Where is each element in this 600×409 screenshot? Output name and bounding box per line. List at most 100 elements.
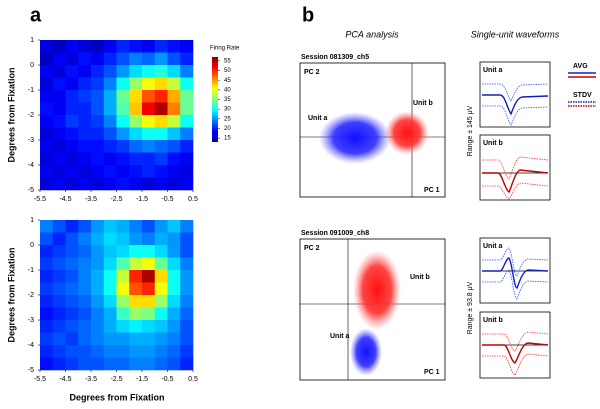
heatmap-cell (65, 220, 79, 233)
heatmap-cell (167, 140, 181, 153)
heatmap-cell (129, 257, 143, 271)
heatmap-cell (52, 77, 66, 91)
heatmap-cell (129, 232, 143, 246)
heatmap-cell (40, 307, 54, 321)
heatmap-cell (40, 270, 54, 283)
heatmap-cell (167, 65, 181, 78)
heatmap-cell (129, 40, 143, 53)
heatmap-cell (78, 357, 92, 371)
heatmap-cell (103, 177, 117, 191)
heatmap-cell (65, 52, 79, 66)
heatmap-cell (40, 152, 54, 166)
heatmap-cell (40, 245, 54, 258)
heatmap-cell (154, 115, 168, 128)
range-label: Range ± 145 μV (467, 105, 474, 156)
heatmap-cell (65, 232, 79, 246)
heatmap-cell (52, 140, 66, 153)
heatmap-cell (180, 90, 194, 103)
waveforms (479, 61, 596, 379)
x-tick-label: -2.5 (110, 196, 122, 203)
heatmap-cell (154, 127, 168, 141)
colorbar-tick-label: 35 (224, 97, 231, 103)
y-tick-label: -4 (28, 162, 34, 169)
heatmap-cell (52, 357, 66, 371)
heatmap-cell (65, 90, 79, 103)
heatmap-cell (116, 357, 130, 371)
y-tick-label: -4 (28, 342, 34, 349)
heatmap-cell (167, 165, 181, 178)
y-tick-label: 1 (30, 217, 34, 224)
heatmap-cell (65, 115, 79, 128)
heatmap-cell (180, 152, 194, 166)
heatmap-cell (40, 52, 54, 66)
heatmap-cell (40, 140, 54, 153)
heatmap-cell (52, 102, 66, 116)
panel-b: b PCA analysis Single-unit waveforms Ses… (299, 4, 596, 381)
y-tick-label: -2 (28, 292, 34, 299)
session-name: Session 091009_ch8 (301, 230, 369, 237)
heatmap-cell (52, 165, 66, 178)
heatmap-cell (116, 245, 130, 258)
heatmap-cell (167, 232, 181, 246)
heatmap-cell (142, 282, 156, 296)
heatmap-cell (180, 270, 194, 283)
heatmap-cell (103, 152, 117, 166)
heatmap-cell (142, 90, 156, 103)
heatmap-cell (180, 77, 194, 91)
heatmap-cell (78, 220, 92, 233)
heatmap-cell (116, 165, 130, 178)
heatmap-cell (116, 295, 130, 308)
heatmap-cell (180, 165, 194, 178)
heatmap-cell (78, 77, 92, 91)
waveform-title: Single-unit waveforms (471, 29, 560, 39)
heatmap-cell (91, 320, 105, 333)
heatmap-cell (154, 232, 168, 246)
heatmap-cell (103, 295, 117, 308)
heatmap-cell (78, 177, 92, 191)
unit-label: Unit a (483, 67, 503, 74)
heatmap-cell (167, 332, 181, 346)
x-tick-label: 0.5 (188, 196, 198, 203)
heatmap-cell (40, 102, 54, 116)
heatmap-cell (52, 90, 66, 103)
heatmap-cell (129, 270, 143, 283)
heatmap-cell (91, 77, 105, 91)
x-tick-label: -2.5 (110, 376, 122, 383)
unit-label: Unit a (308, 115, 328, 122)
heatmap-cell (154, 165, 168, 178)
heatmap-cell (91, 40, 105, 53)
heatmap-cell (78, 295, 92, 308)
heatmap-cell (91, 270, 105, 283)
heatmap-cell (91, 245, 105, 258)
heatmap-cell (116, 102, 130, 116)
x-tick-label: -0.5 (161, 376, 173, 383)
heatmap-cell (40, 40, 54, 53)
heatmap-cell (65, 357, 79, 371)
heatmap-cell (52, 232, 66, 246)
cluster-b (385, 111, 429, 155)
x-tick-label: -3.5 (85, 196, 97, 203)
heatmap-cell (142, 295, 156, 308)
x-tick-label: -5.5 (34, 376, 46, 383)
heatmap-cell (65, 152, 79, 166)
y-tick-label: -5 (28, 187, 34, 194)
heatmap-cell (142, 307, 156, 321)
heatmap-cell (78, 140, 92, 153)
unit-label: Unit b (483, 317, 503, 324)
y-tick-label: 0 (30, 62, 34, 69)
unit-label: Unit a (330, 333, 350, 340)
heatmap-cell (154, 220, 168, 233)
heatmap-cell (40, 115, 54, 128)
heatmap-cell (78, 165, 92, 178)
heatmap-cell (116, 220, 130, 233)
heatmap-cell (116, 232, 130, 246)
heatmap-cell (142, 65, 156, 78)
heatmap-cell (180, 345, 194, 358)
heatmap-cell (65, 307, 79, 321)
heatmap-cell (142, 127, 156, 141)
heatmap-cell (52, 220, 66, 233)
heatmap-cell (129, 115, 143, 128)
heatmap-cell (116, 307, 130, 321)
heatmap-cell (78, 332, 92, 346)
y-tick-label: -1 (28, 87, 34, 94)
